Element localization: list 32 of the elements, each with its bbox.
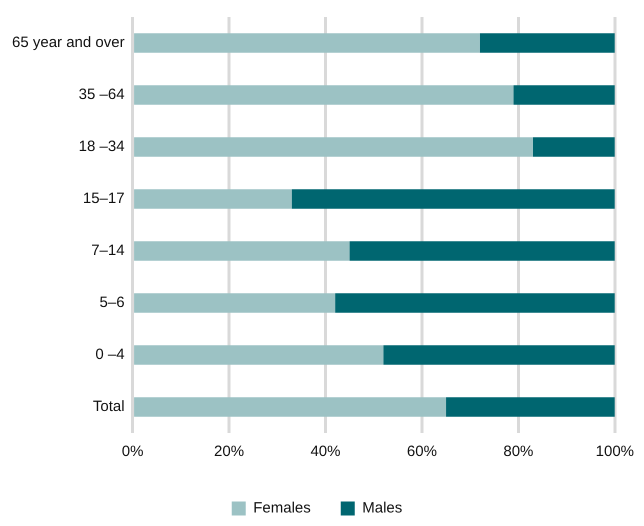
bar	[134, 293, 336, 313]
y-tick-label: 15–17	[82, 190, 125, 208]
bar	[134, 397, 446, 417]
y-tick-label: Total	[92, 398, 125, 416]
bar	[292, 189, 615, 209]
bar	[532, 137, 615, 157]
y-tick-label: 18 –34	[78, 138, 125, 156]
bar	[383, 345, 615, 365]
bar	[134, 137, 533, 157]
x-tick-label: 100%	[596, 443, 634, 460]
x-tick-label: 20%	[214, 443, 244, 460]
x-tick-label: 80%	[503, 443, 534, 460]
bar	[335, 293, 615, 313]
bar	[134, 85, 514, 105]
y-tick-label: 65 year and over	[12, 34, 125, 52]
bar	[134, 345, 384, 365]
bar	[480, 33, 615, 53]
y-tick-label: 0 –4	[95, 346, 125, 364]
bar	[134, 33, 480, 53]
x-tick-label: 40%	[310, 443, 340, 460]
x-tick-label: 0%	[122, 443, 144, 460]
x-tick-label: 60%	[406, 443, 437, 460]
bar	[134, 189, 292, 209]
y-tick-label: 35 –64	[78, 86, 125, 104]
bar	[134, 241, 350, 261]
y-tick-label: 5–6	[100, 294, 125, 312]
bar	[350, 241, 615, 261]
legend-label: Females	[253, 500, 311, 517]
bar	[446, 397, 615, 417]
bar	[514, 85, 615, 105]
legend-label: Males	[362, 500, 402, 517]
y-tick-label: 7–14	[91, 242, 125, 260]
